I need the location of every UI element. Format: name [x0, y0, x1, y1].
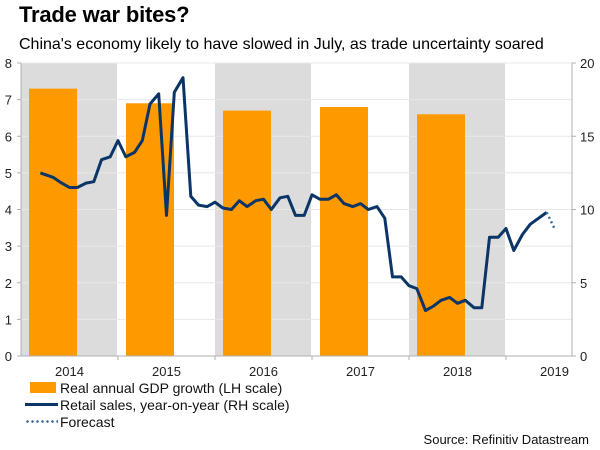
- x-tick-label-2016: 2016: [249, 364, 278, 379]
- right-tick-label: 10: [580, 203, 594, 218]
- left-tick-label: 7: [5, 93, 12, 108]
- x-tick-label-2015: 2015: [152, 364, 181, 379]
- orange-bar-swatch-icon: [30, 382, 56, 393]
- legend-label: Forecast: [60, 413, 115, 430]
- x-tick-label-2017: 2017: [346, 364, 375, 379]
- chart-title: Trade war bites?: [19, 2, 190, 27]
- left-tick-label: 1: [5, 312, 12, 327]
- retail-sales-line: [39, 76, 548, 313]
- left-tick-label: 0: [5, 349, 12, 364]
- left-tick-label: 6: [5, 129, 12, 144]
- chart-subtitle: China's economy likely to have slowed in…: [19, 36, 544, 53]
- legend: Real annual GDP growth (LH scale) Retail…: [25, 379, 290, 430]
- chart-canvas: 0 1 2 3 4 5 6 7 8 0 5 10 15 20 2014 2015 2016 2017 2018 201…: [5, 56, 595, 379]
- left-tick-label: 3: [5, 239, 12, 254]
- forecast-line: [545, 211, 556, 230]
- right-tick-label: 20: [580, 56, 594, 71]
- source-note: Source: Refinitiv Datastream: [423, 432, 589, 447]
- legend-item-retail: Retail sales, year-on-year (RH scale): [25, 396, 290, 413]
- right-tick-label: 0: [580, 349, 587, 364]
- right-tick-label: 15: [580, 129, 594, 144]
- left-tick-label: 5: [5, 166, 12, 181]
- gdp-bar-2017: [320, 106, 368, 356]
- right-tick-label: 5: [580, 276, 587, 291]
- legend-swatch-bar: [25, 379, 56, 396]
- solid-line-swatch-icon: [25, 403, 58, 406]
- legend-label: Retail sales, year-on-year (RH scale): [60, 396, 290, 413]
- legend-label: Real annual GDP growth (LH scale): [60, 379, 283, 396]
- left-tick-label: 2: [5, 276, 12, 291]
- left-tick-label: 4: [5, 203, 12, 218]
- gdp-bar-2016: [223, 110, 271, 356]
- dotted-line-swatch-icon: [25, 420, 58, 423]
- gdp-bar-2018: [417, 114, 465, 357]
- x-tick-label-2014: 2014: [55, 364, 84, 379]
- legend-swatch-line: [25, 396, 58, 413]
- legend-item-gdp: Real annual GDP growth (LH scale): [25, 379, 290, 396]
- left-tick-label: 8: [5, 56, 12, 71]
- legend-swatch-dotted: [25, 413, 58, 430]
- gdp-bar-2015: [126, 103, 174, 356]
- x-tick-label-2019: 2019: [540, 364, 569, 379]
- x-tick-label-2018: 2018: [443, 364, 472, 379]
- legend-item-forecast: Forecast: [25, 413, 290, 430]
- gdp-bar-2014: [29, 88, 77, 356]
